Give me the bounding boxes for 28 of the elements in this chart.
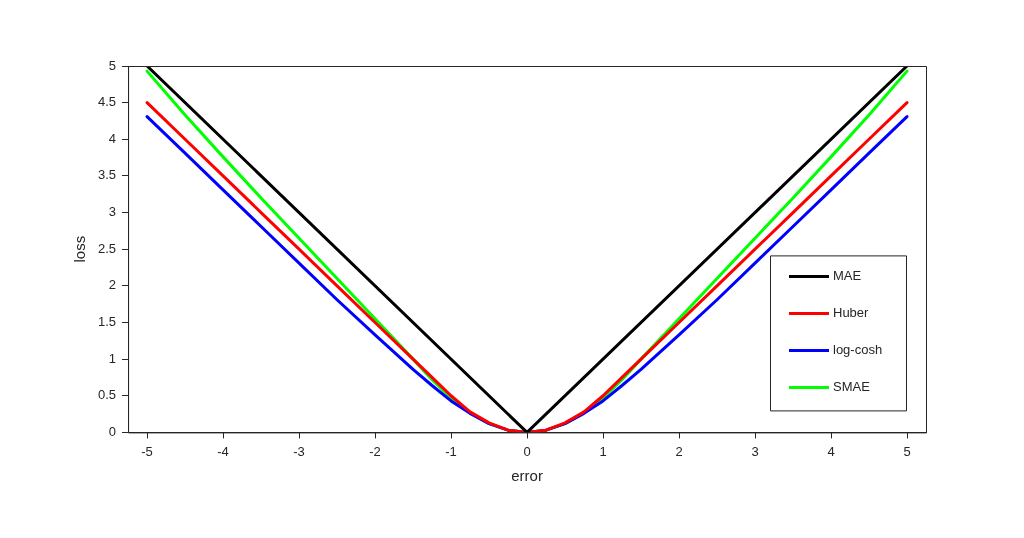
- y-axis-title: loss: [71, 235, 89, 263]
- x-tick-label: -2: [369, 443, 381, 459]
- y-tick-label: 2: [108, 277, 117, 293]
- x-tick-label: 3: [751, 443, 759, 459]
- x-tick-label: 1: [599, 443, 607, 459]
- x-tick-label: -4: [217, 443, 229, 459]
- y-tick-label: 4.5: [97, 94, 117, 110]
- legend-label: SMAE: [833, 378, 871, 394]
- x-tick-label: -1: [445, 443, 457, 459]
- x-tick-label: -3: [293, 443, 305, 459]
- y-tick-label: 5: [108, 57, 117, 73]
- x-tick-label: -5: [141, 443, 153, 459]
- x-tick-label: 5: [903, 443, 911, 459]
- y-tick-label: 1.5: [97, 314, 117, 330]
- x-axis-title: error: [511, 467, 543, 485]
- legend-label: MAE: [833, 267, 862, 283]
- y-tick-label: 0: [108, 423, 117, 439]
- y-tick-label: 3.5: [97, 167, 117, 183]
- x-tick-label: 0: [523, 443, 531, 459]
- y-tick-label: 4: [108, 130, 117, 146]
- x-tick-label: 4: [827, 443, 835, 459]
- y-tick-label: 2.5: [97, 240, 117, 256]
- legend-label: Huber: [833, 304, 870, 320]
- y-tick-label: 1: [108, 350, 117, 366]
- y-tick-label: 3: [108, 204, 117, 220]
- legend-label: log-cosh: [833, 341, 883, 357]
- x-tick-label: 2: [675, 443, 683, 459]
- y-tick-label: 0.5: [97, 387, 117, 403]
